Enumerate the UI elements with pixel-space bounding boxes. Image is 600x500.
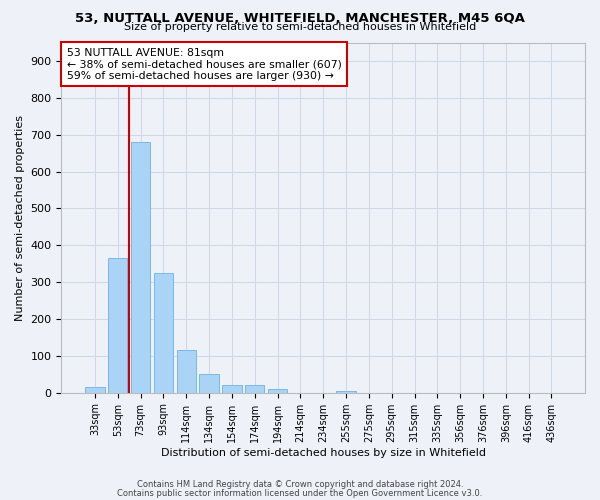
Bar	[154, 273, 173, 392]
Text: Contains HM Land Registry data © Crown copyright and database right 2024.: Contains HM Land Registry data © Crown c…	[137, 480, 463, 489]
Bar	[337, 390, 356, 392]
Bar	[245, 386, 265, 392]
X-axis label: Distribution of semi-detached houses by size in Whitefield: Distribution of semi-detached houses by …	[161, 448, 486, 458]
Bar	[131, 142, 150, 393]
Bar	[85, 387, 104, 392]
Bar	[222, 386, 242, 392]
Bar	[199, 374, 219, 392]
Bar	[176, 350, 196, 393]
Bar	[268, 389, 287, 392]
Text: Size of property relative to semi-detached houses in Whitefield: Size of property relative to semi-detach…	[124, 22, 476, 32]
Text: 53 NUTTALL AVENUE: 81sqm
← 38% of semi-detached houses are smaller (607)
59% of : 53 NUTTALL AVENUE: 81sqm ← 38% of semi-d…	[67, 48, 341, 81]
Bar	[108, 258, 127, 392]
Text: Contains public sector information licensed under the Open Government Licence v3: Contains public sector information licen…	[118, 488, 482, 498]
Text: 53, NUTTALL AVENUE, WHITEFIELD, MANCHESTER, M45 6QA: 53, NUTTALL AVENUE, WHITEFIELD, MANCHEST…	[75, 12, 525, 26]
Y-axis label: Number of semi-detached properties: Number of semi-detached properties	[15, 114, 25, 320]
